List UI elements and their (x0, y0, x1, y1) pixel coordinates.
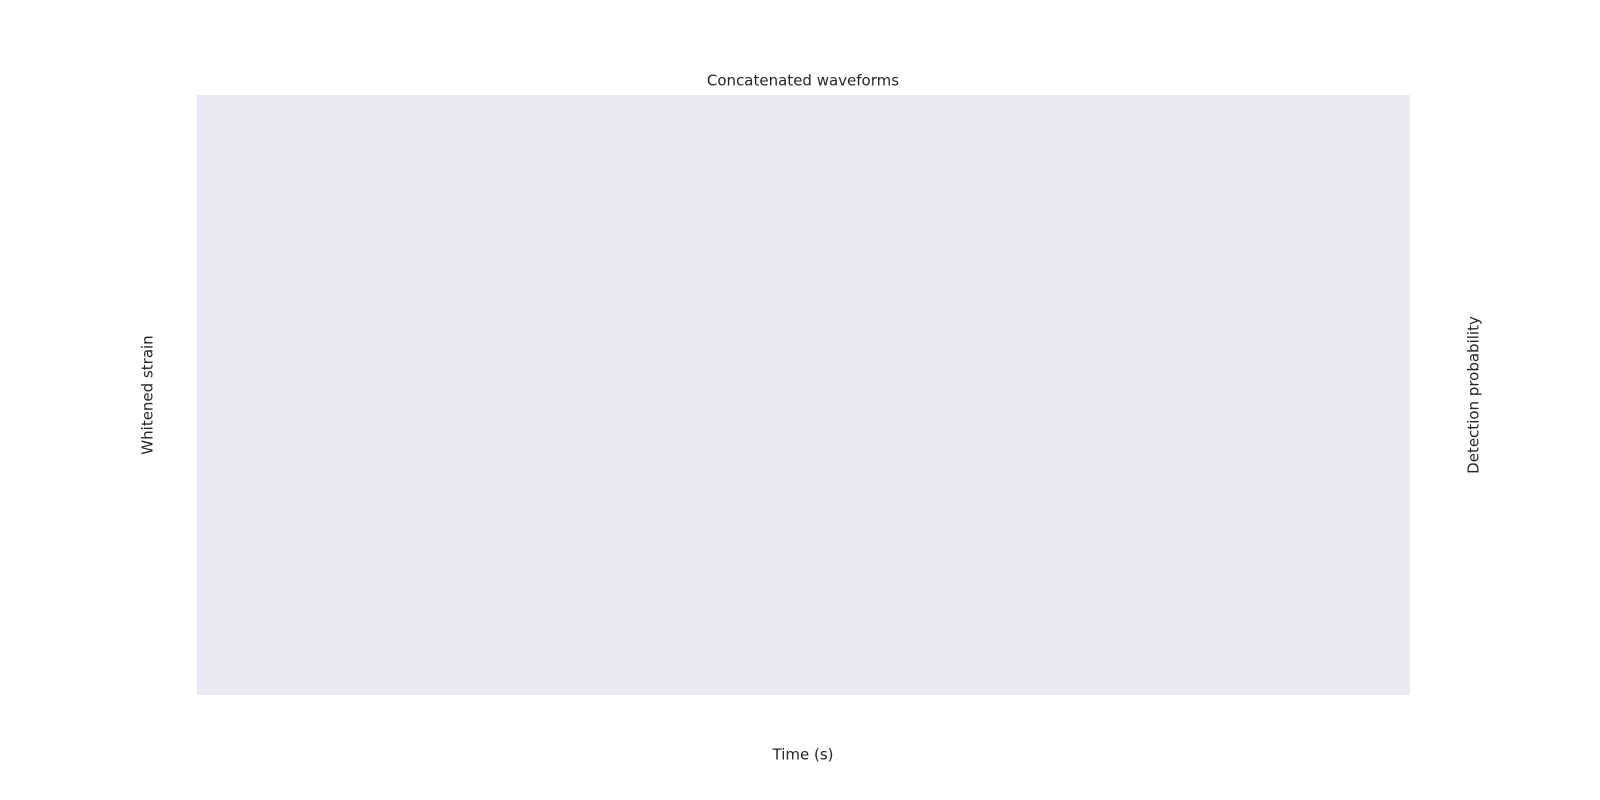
chart-title: Concatenated waveforms (707, 72, 899, 90)
y2-axis-label: Detection probability (1465, 316, 1483, 474)
plot-area (197, 95, 1410, 695)
x-axis-label: Time (s) (772, 746, 834, 764)
y-axis-label: Whitened strain (139, 335, 157, 454)
